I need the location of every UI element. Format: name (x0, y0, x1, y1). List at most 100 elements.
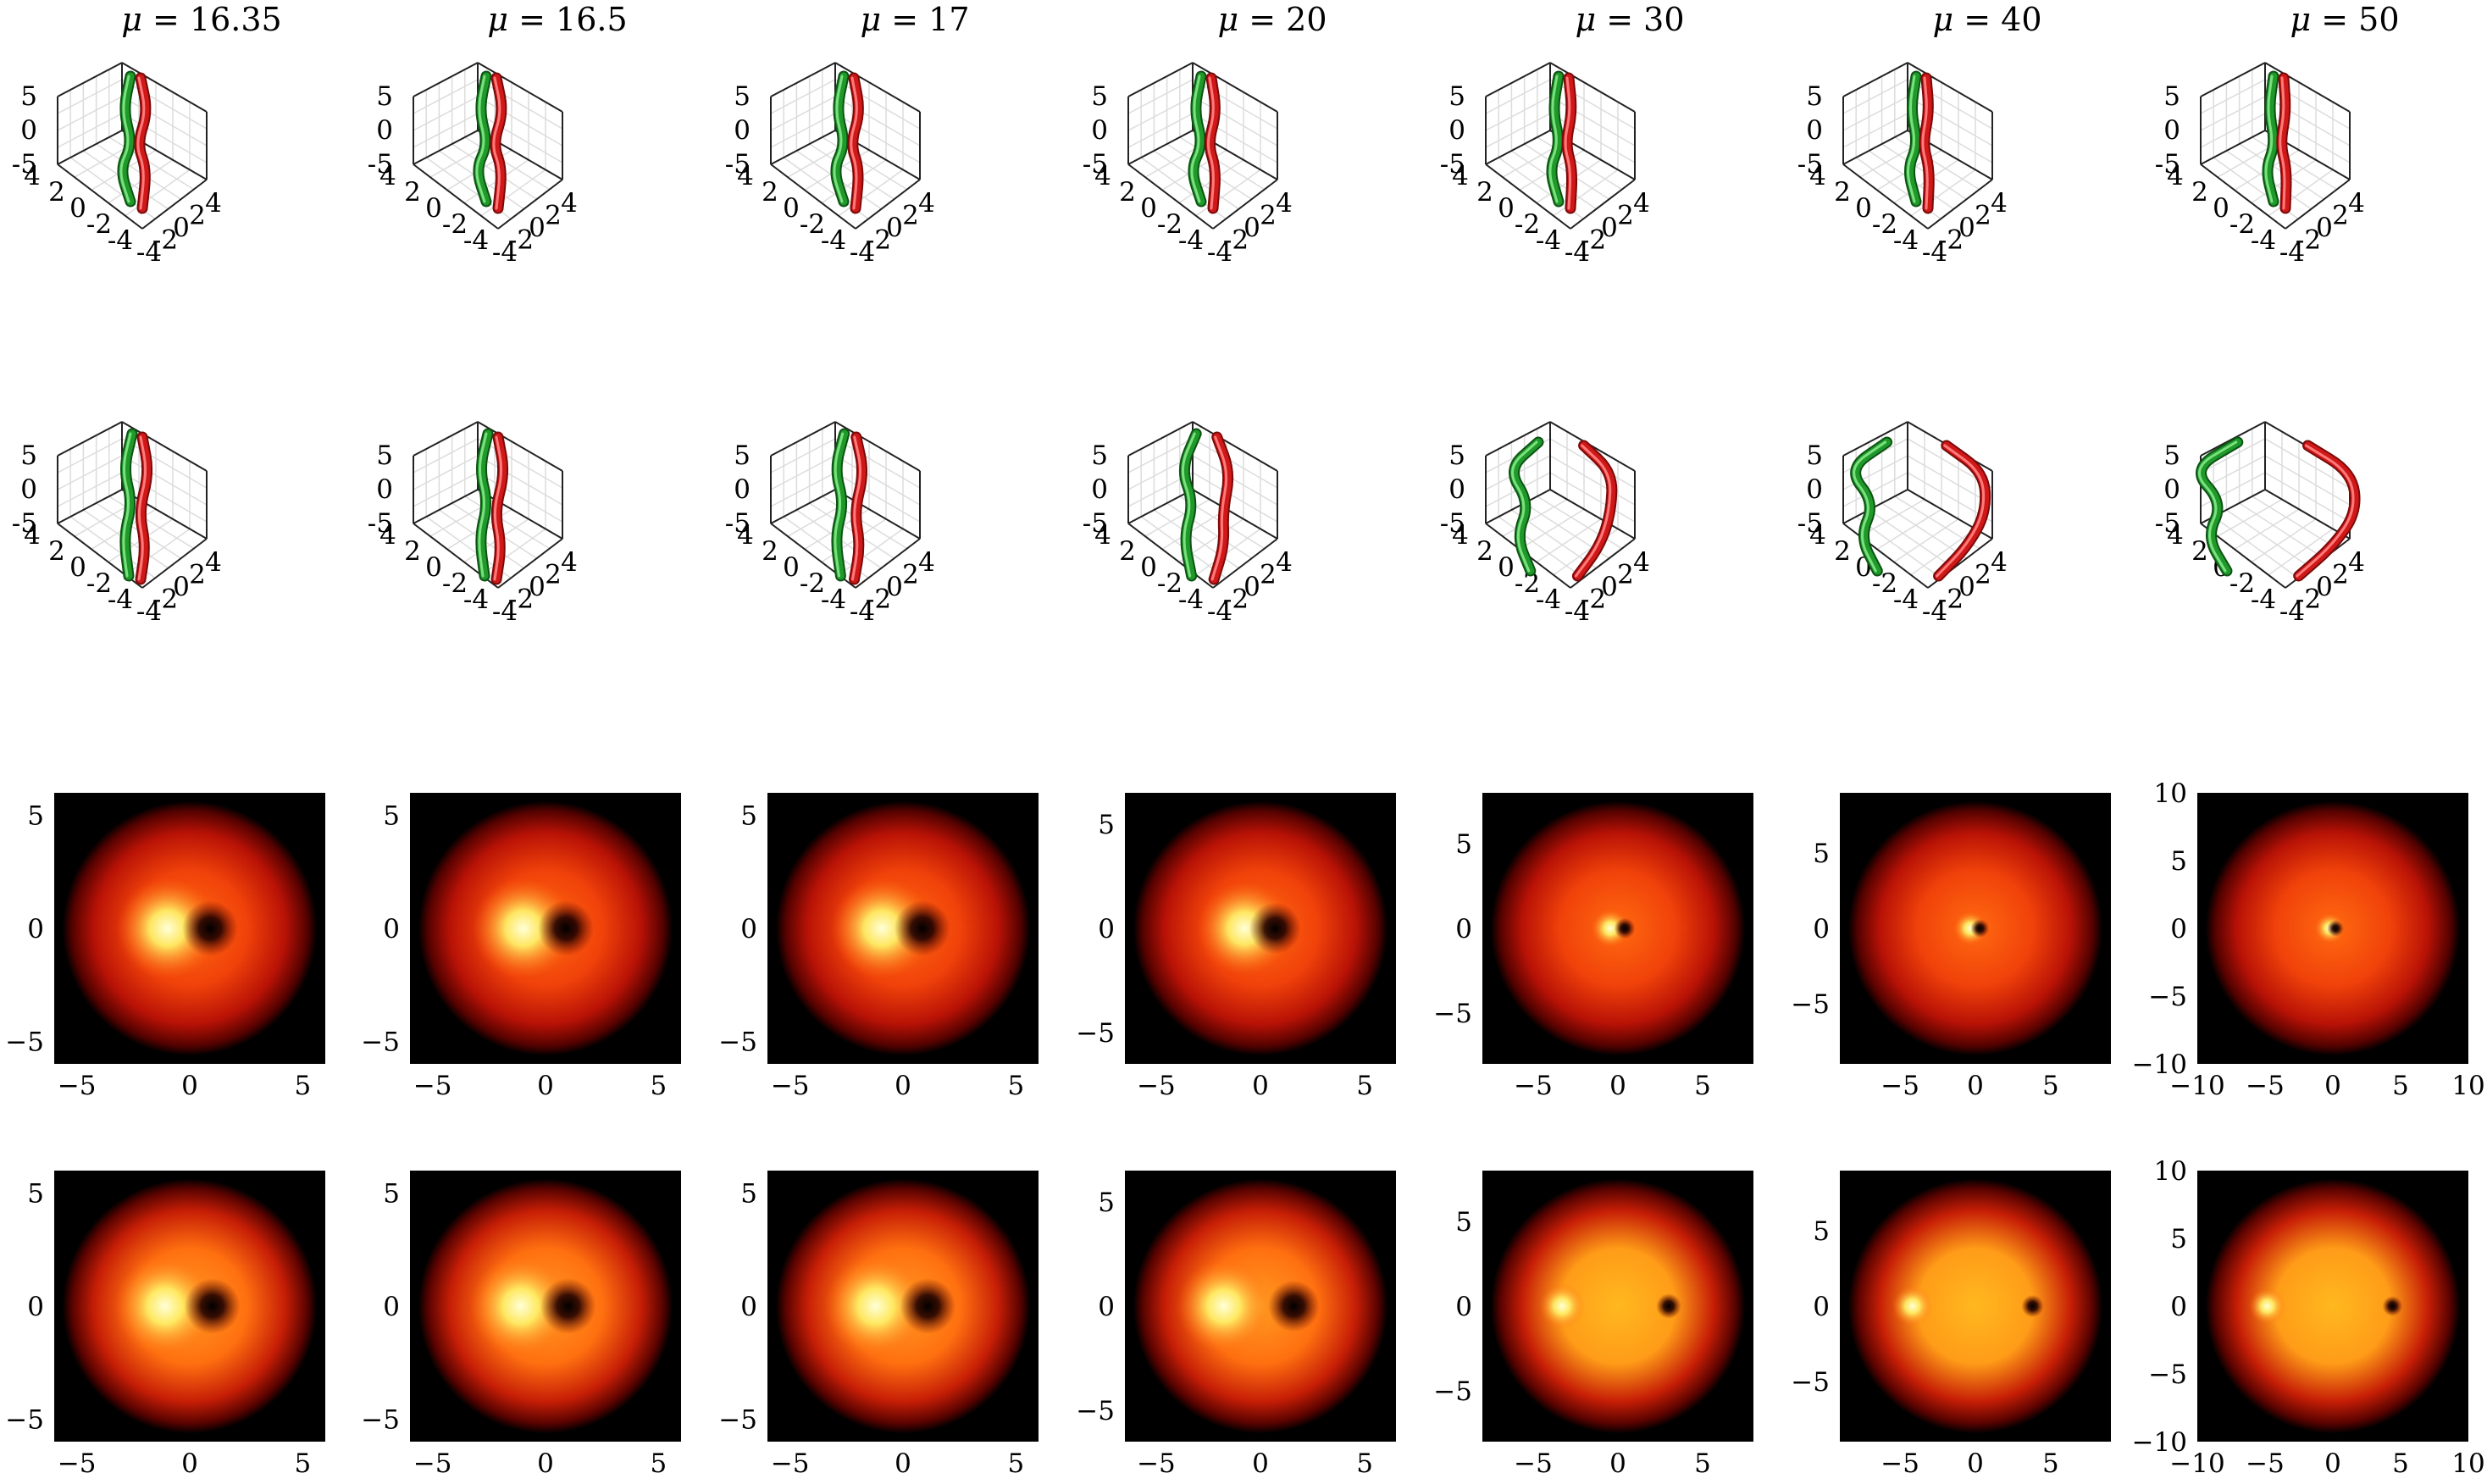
density-disc (1490, 1178, 1746, 1434)
red-vortex-tube-body (491, 74, 506, 213)
y-tick-label: -2 (86, 209, 112, 240)
x-tick-label: 5 (1694, 1071, 1711, 1101)
x-tick-label: 5 (650, 1071, 667, 1101)
y-tick-label: 0 (2213, 193, 2229, 224)
x-tick-label: 5 (1007, 1071, 1024, 1101)
panel-heatmap: −5 −5 0 0 5 5 (1433, 793, 1753, 1101)
y-tick-label: 0 (740, 1292, 757, 1322)
row-heatmap-bottom: −5 −5 0 0 5 5 −5 −5 0 0 5 5 −5 −5 0 0 5 5 −5 −5 0 0 5 5 −5 −5 0 0 5 5… (5, 1156, 2484, 1479)
x-tick-label: −10 (2169, 1071, 2224, 1101)
dark-spot (538, 900, 594, 956)
green-vortex-tube-highlight (834, 432, 845, 578)
x-tick-label: 2 (189, 560, 206, 590)
floor-grid-line (1536, 518, 1602, 563)
x-tick-label: 5 (1694, 1448, 1711, 1479)
y-tick-label: -4 (1893, 225, 1919, 256)
green-vortex-tube-highlight (2198, 440, 2238, 573)
box-edge (121, 489, 208, 540)
box-edge (57, 130, 123, 165)
y-tick-label: 2 (1119, 536, 1136, 567)
box-edge (477, 489, 563, 540)
box-edge (834, 489, 921, 540)
x-tick-label: 4 (1991, 188, 2008, 219)
y-tick-label: 2 (762, 536, 778, 567)
y-tick-label: 0 (1455, 914, 1472, 944)
x-tick-label: 4 (561, 547, 578, 578)
dark-spot (1656, 1293, 1681, 1319)
box-edge (1127, 62, 1194, 97)
x-tick-label: -2 (2296, 225, 2321, 256)
box-edge (141, 538, 208, 589)
x-tick-label: -2 (1223, 225, 1249, 256)
x-tick-label: 2 (1617, 201, 1634, 231)
x-tick-label: −5 (58, 1071, 97, 1101)
x-tick-label: 4 (205, 188, 222, 219)
y-tick-label: 0 (1098, 914, 1115, 944)
y-tick-label: −5 (1433, 999, 1472, 1029)
red-vortex-tube-highlight (851, 435, 861, 581)
z-tick-label: 0 (1448, 115, 1465, 146)
x-tick-label: 0 (173, 213, 190, 243)
z-tick-label: -5 (725, 149, 751, 180)
x-tick-label: 5 (2042, 1448, 2059, 1479)
panel-heatmap: −5 −5 0 0 5 5 (5, 1171, 325, 1479)
x-tick-label: 4 (1276, 547, 1293, 578)
box-edge (2264, 62, 2351, 113)
y-tick-label: −5 (718, 1027, 757, 1057)
red-vortex-tube-body (136, 433, 152, 584)
dark-spot (1267, 1280, 1320, 1332)
z-tick-label: 0 (20, 115, 37, 146)
z-tick-label: 5 (2163, 81, 2180, 112)
x-tick-label: 0 (2316, 213, 2333, 243)
panel-heatmap: −5 −5 0 0 5 5 (1076, 1171, 1396, 1479)
z-tick-label: 5 (1091, 440, 1108, 471)
floor-grid-line (2251, 518, 2317, 563)
box-edge (57, 489, 123, 524)
y-tick-label: 4 (1809, 520, 1826, 551)
panel-heatmap: −5 −5 0 0 5 5 (1433, 1171, 1753, 1479)
x-tick-label: 0 (1244, 213, 1260, 243)
floor-grid-line (2213, 516, 2299, 579)
y-tick-label: 5 (2170, 846, 2187, 877)
x-tick-label: −5 (1514, 1071, 1553, 1101)
z-tick-label: 5 (20, 81, 37, 112)
bright-spot (469, 1255, 572, 1357)
y-tick-label: −5 (361, 1404, 400, 1435)
y-tick-label: 2 (404, 536, 421, 567)
box-edge (477, 62, 563, 113)
green-vortex-tube-body (1906, 72, 1920, 206)
y-tick-label: 4 (24, 161, 41, 191)
y-tick-label: -4 (1893, 584, 1919, 615)
x-tick-label: -4 (136, 237, 162, 268)
dark-spot (894, 900, 950, 956)
box-edge (1927, 179, 1993, 230)
x-tick-label: 0 (537, 1448, 554, 1479)
green-vortex-tube-highlight (1548, 75, 1559, 203)
y-tick-label: 5 (27, 1179, 44, 1210)
bright-spot (472, 878, 574, 979)
red-vortex-tube-body (1206, 74, 1219, 213)
z-tick-label: 5 (2163, 440, 2180, 471)
y-tick-label: -4 (1178, 225, 1204, 256)
y-tick-label: -4 (1536, 225, 1561, 256)
box-edge (1549, 62, 1636, 113)
y-tick-label: −10 (2132, 1427, 2187, 1458)
y-tick-label: 0 (2170, 1292, 2187, 1322)
y-tick-label: −5 (5, 1027, 44, 1057)
x-tick-label: 2 (189, 201, 206, 231)
z-tick-label: 0 (1091, 115, 1108, 146)
box-edge (1842, 523, 1929, 589)
x-tick-label: 2 (1975, 201, 1991, 231)
z-tick-label: 5 (1806, 440, 1823, 471)
dark-spot (2327, 920, 2345, 937)
green-vortex-tube-highlight (1907, 75, 1916, 203)
panel-heatmap: −5 −5 0 0 5 5 (361, 793, 681, 1101)
y-tick-label: -2 (1515, 209, 1540, 240)
y-tick-label: 2 (1834, 177, 1851, 208)
floor-grid-line (2268, 528, 2334, 576)
green-vortex-tube-highlight (1190, 75, 1201, 203)
red-vortex-tube-highlight (1574, 444, 1612, 578)
x-tick-label: 0 (2324, 1071, 2341, 1101)
